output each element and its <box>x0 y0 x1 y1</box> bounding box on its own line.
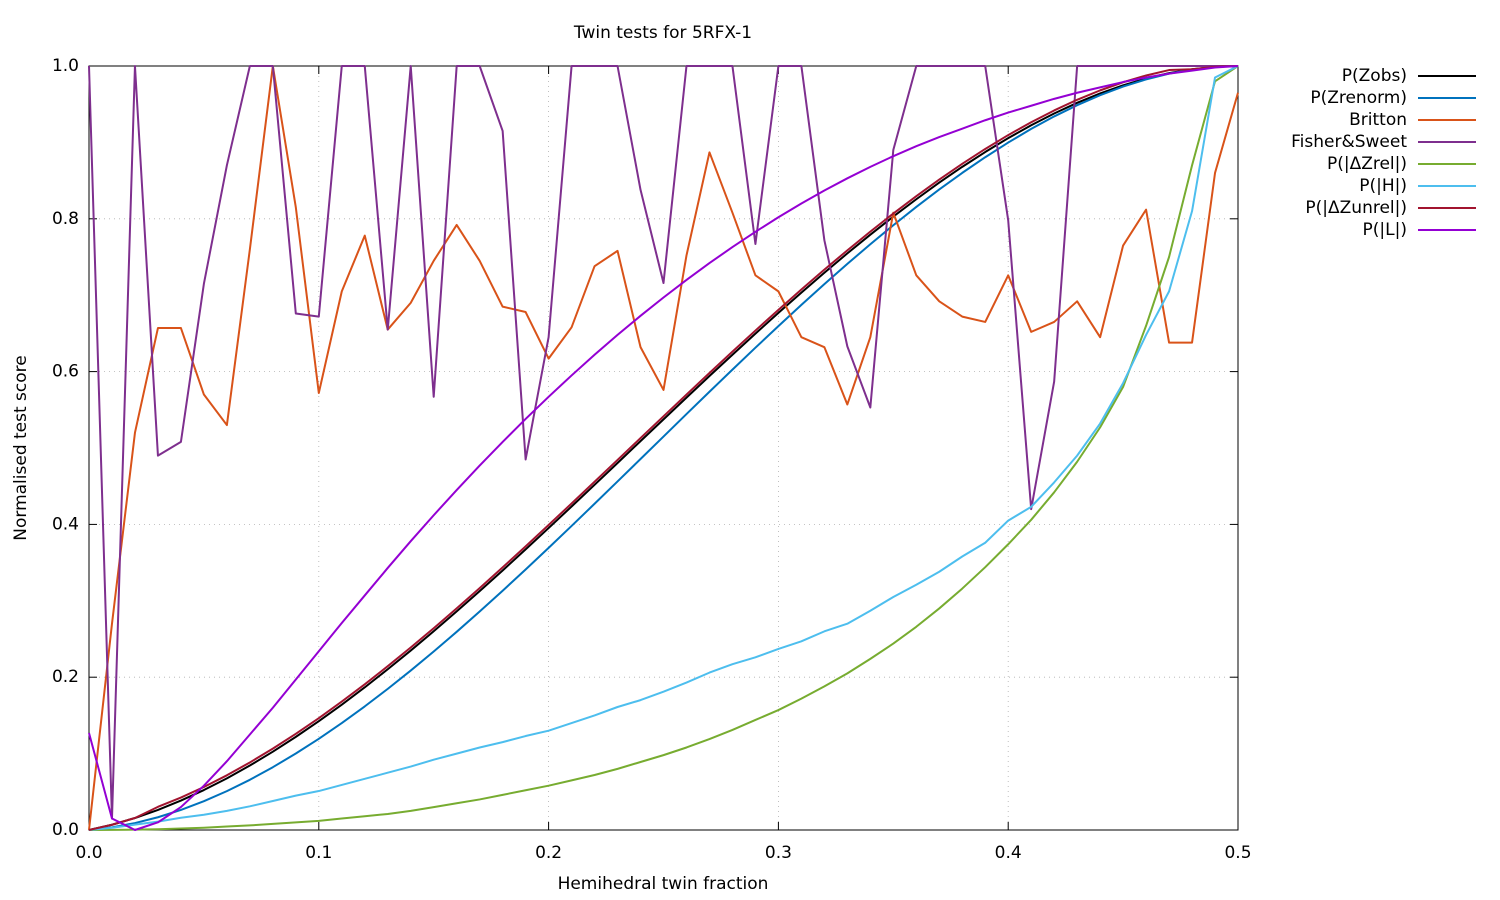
x-tick-label: 0.5 <box>1224 843 1251 863</box>
x-tick-label: 0.0 <box>75 843 102 863</box>
series-line <box>88 65 1239 831</box>
legend-label: Britton <box>1349 110 1407 130</box>
y-tick-label: 0.8 <box>52 209 79 229</box>
x-axis-label: Hemihedral twin fraction <box>558 874 769 894</box>
y-tick-label: 0.4 <box>52 514 79 534</box>
legend-label: Fisher&Sweet <box>1291 132 1407 152</box>
legend-label: P(|L|) <box>1363 220 1407 240</box>
y-tick-label: 0.2 <box>52 667 79 687</box>
legend-label: P(|ΔZrel|) <box>1327 154 1407 174</box>
legend-label: P(|ΔZunrel|) <box>1305 198 1407 218</box>
series-line <box>88 65 1239 831</box>
series-line <box>88 65 1239 831</box>
legend-label: P(Zobs) <box>1342 66 1407 86</box>
y-tick-label: 0.6 <box>52 362 79 382</box>
series-line <box>88 65 1239 831</box>
series-line <box>88 65 1239 831</box>
y-axis-label: Normalised test score <box>11 355 31 540</box>
x-tick-label: 0.4 <box>995 843 1022 863</box>
series-line <box>88 65 1239 831</box>
x-tick-label: 0.2 <box>535 843 562 863</box>
series-line <box>88 65 1239 831</box>
x-tick-label: 0.1 <box>305 843 332 863</box>
legend-label: P(Zrenorm) <box>1310 88 1407 108</box>
plot-frame <box>88 65 1239 831</box>
x-tick-label: 0.3 <box>765 843 792 863</box>
y-tick-label: 1.0 <box>52 56 79 76</box>
legend-label: P(|H|) <box>1359 176 1407 196</box>
chart-title: Twin tests for 5RFX-1 <box>573 23 752 43</box>
y-tick-label: 0.0 <box>52 820 79 840</box>
series-line <box>88 65 1238 820</box>
